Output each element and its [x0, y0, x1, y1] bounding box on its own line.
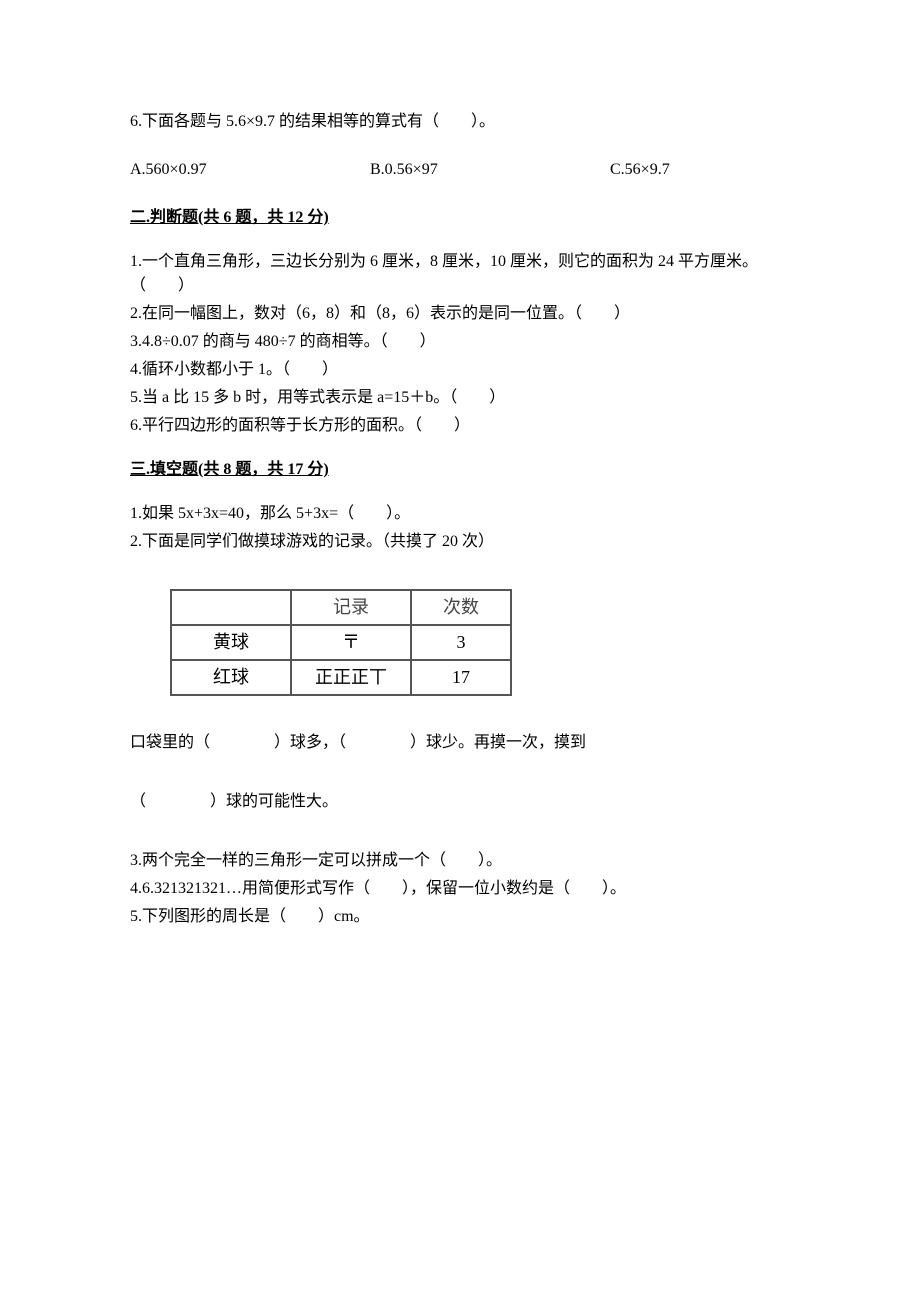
judge-item-4: 4.循环小数都小于 1。（ ） [130, 358, 800, 382]
section-3-items-bottom: 3.两个完全一样的三角形一定可以拼成一个（ ）。 4.6.321321321…用… [130, 849, 800, 929]
record-table-wrap: 记录 次数 黄球 〒 3 红球 正正正丅 17 [170, 589, 800, 696]
section-3-header: 三.填空题(共 8 题，共 17 分) [130, 458, 800, 482]
table-header-row: 记录 次数 [171, 590, 511, 625]
row2-label: 红球 [171, 660, 291, 695]
option-a: A.560×0.97 [130, 158, 370, 182]
fill-sentence-1: 口袋里的（ ）球多，（ ）球少。再摸一次，摸到 [130, 731, 800, 755]
table-header-blank [171, 590, 291, 625]
judge-item-3: 3.4.8÷0.07 的商与 480÷7 的商相等。（ ） [130, 330, 800, 354]
section-2-header: 二.判断题(共 6 题，共 12 分) [130, 206, 800, 230]
table-header-record: 记录 [291, 590, 411, 625]
row1-label: 黄球 [171, 625, 291, 660]
fill-item-1: 1.如果 5x+3x=40，那么 5+3x=（ ）。 [130, 502, 800, 526]
option-c: C.56×9.7 [610, 158, 800, 182]
judge-item-2: 2.在同一幅图上，数对（6，8）和（8，6）表示的是同一位置。（ ） [130, 302, 800, 326]
fill-item-2: 2.下面是同学们做摸球游戏的记录。（共摸了 20 次） [130, 530, 800, 554]
judge-item-6: 6.平行四边形的面积等于长方形的面积。（ ） [130, 414, 800, 438]
table-row: 红球 正正正丅 17 [171, 660, 511, 695]
fill-item-4: 4.6.321321321…用简便形式写作（ ），保留一位小数约是（ ）。 [130, 877, 800, 901]
judge-item-5: 5.当 a 比 15 多 b 时，用等式表示是 a=15＋b。（ ） [130, 386, 800, 410]
judge-item-1: 1.一个直角三角形，三边长分别为 6 厘米，8 厘米，10 厘米，则它的面积为 … [130, 250, 800, 298]
fill-sentence-2: （ ）球的可能性大。 [130, 790, 800, 814]
row2-count: 17 [411, 660, 511, 695]
fill-item-5: 5.下列图形的周长是（ ）cm。 [130, 905, 800, 929]
question-6-options: A.560×0.97 B.0.56×97 C.56×9.7 [130, 158, 800, 182]
fill-item-3: 3.两个完全一样的三角形一定可以拼成一个（ ）。 [130, 849, 800, 873]
row1-record: 〒 [291, 625, 411, 660]
question-6-text: 6.下面各题与 5.6×9.7 的结果相等的算式有（ ）。 [130, 110, 800, 134]
section-3-items-top: 1.如果 5x+3x=40，那么 5+3x=（ ）。 2.下面是同学们做摸球游戏… [130, 502, 800, 554]
table-row: 黄球 〒 3 [171, 625, 511, 660]
section-2-items: 1.一个直角三角形，三边长分别为 6 厘米，8 厘米，10 厘米，则它的面积为 … [130, 250, 800, 438]
table-header-count: 次数 [411, 590, 511, 625]
record-table: 记录 次数 黄球 〒 3 红球 正正正丅 17 [170, 589, 512, 696]
row1-count: 3 [411, 625, 511, 660]
option-b: B.0.56×97 [370, 158, 610, 182]
row2-record: 正正正丅 [291, 660, 411, 695]
